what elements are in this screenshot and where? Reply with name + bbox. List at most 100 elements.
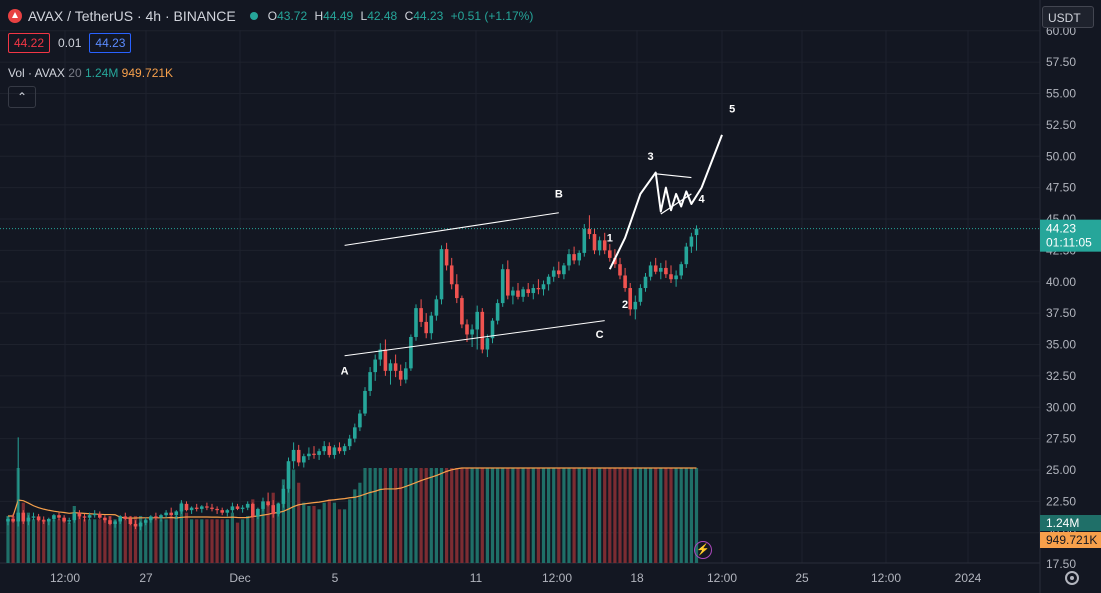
candle-body — [164, 512, 168, 516]
volume-bar — [317, 509, 321, 563]
volume-bar — [42, 519, 46, 563]
collapse-legend-button[interactable]: ⌃ — [8, 86, 36, 108]
candle-body — [358, 413, 362, 428]
volume-bar — [496, 468, 500, 563]
channel-upper-line — [344, 212, 559, 246]
time-tick-label: 12:00 — [707, 571, 737, 585]
currency-select[interactable]: USDT — [1042, 6, 1094, 28]
candle-body — [200, 506, 204, 509]
settings-gear-icon[interactable] — [1065, 571, 1079, 585]
volume-bar — [516, 468, 520, 563]
trade-buttons: 44.22 0.01 44.23 — [8, 33, 132, 53]
volume-bar — [103, 519, 107, 563]
volume-bar — [297, 482, 301, 563]
volume-bar — [587, 468, 591, 563]
volume-bar — [57, 519, 61, 563]
volume-ma-line — [8, 467, 697, 519]
wave-label: 5 — [729, 103, 735, 115]
volume-bar — [312, 506, 316, 563]
buy-button[interactable]: 44.23 — [89, 33, 132, 53]
candle-body — [143, 520, 148, 523]
candle-body — [225, 510, 230, 513]
volume-bar — [669, 468, 673, 563]
volume-bar — [113, 519, 117, 563]
candle-body — [363, 390, 367, 414]
volume-bar — [394, 468, 398, 563]
volume-bar — [429, 468, 433, 563]
wave-label: C — [596, 329, 604, 341]
candle-body — [653, 265, 658, 272]
candle-body — [398, 370, 403, 380]
candle-body — [337, 447, 342, 452]
candle-body — [92, 513, 97, 516]
candle-body — [194, 507, 199, 509]
candle-body — [592, 234, 597, 251]
volume-bar — [184, 512, 189, 563]
volume-bar — [225, 519, 229, 563]
volume-bar — [383, 468, 387, 563]
candle-body — [159, 515, 163, 518]
low-label: L — [360, 9, 368, 23]
candle-body — [128, 518, 133, 524]
candle-body — [602, 240, 607, 251]
volume-bar — [47, 519, 51, 563]
candle-body — [154, 516, 158, 518]
candle-body — [67, 520, 71, 522]
volume-value: 1.24M — [84, 66, 119, 80]
candle-body — [36, 516, 41, 521]
candle-body — [541, 284, 546, 290]
time-tick-label: 12:00 — [50, 571, 80, 585]
candle-body — [587, 229, 592, 235]
flash-icon[interactable]: ⚡ — [694, 541, 712, 559]
volume-bar — [343, 509, 347, 563]
candle-body — [633, 301, 638, 310]
candle-body — [475, 311, 479, 330]
last-price-value: 44.23 — [1046, 222, 1076, 236]
candle-body — [378, 349, 383, 360]
candle-body — [551, 270, 556, 277]
time-tick-label: 5 — [332, 571, 339, 585]
candle-body — [562, 265, 566, 275]
volume-bar — [531, 468, 535, 563]
volume-bar — [118, 515, 122, 563]
volume-bar — [562, 468, 566, 563]
volume-bar — [679, 468, 683, 563]
candle-body — [245, 503, 250, 508]
candle-body — [455, 284, 459, 299]
price-change: +0.51 (+1.17%) — [450, 9, 534, 23]
volume-bar — [378, 468, 382, 563]
volume-bar — [480, 468, 484, 563]
candle-body — [439, 249, 444, 300]
volume-bar — [643, 468, 648, 563]
candle-body — [179, 503, 184, 512]
candle-body — [317, 451, 321, 455]
candle-body — [189, 507, 194, 511]
candle-body — [342, 446, 347, 452]
sell-button[interactable]: 44.22 — [8, 33, 51, 53]
volume-bar — [633, 468, 637, 563]
volume-bar — [674, 468, 678, 563]
candle-body — [169, 512, 173, 516]
symbol-title[interactable]: AVAX / TetherUS · 4h · BINANCE — [28, 8, 236, 24]
volume-bar — [332, 502, 336, 563]
volume-bar — [139, 515, 143, 563]
candle-body — [567, 254, 571, 266]
candle-body — [347, 438, 352, 447]
candle-body — [689, 236, 694, 247]
candle-body — [57, 515, 61, 518]
candle-body — [572, 254, 576, 261]
candle-body — [220, 510, 224, 513]
candle-body — [52, 515, 56, 519]
volume-bar — [659, 468, 663, 563]
candle-body — [184, 503, 189, 511]
market-status-icon[interactable] — [249, 12, 258, 20]
volume-bar — [322, 502, 326, 563]
candle-body — [495, 303, 500, 321]
volume-ma-tag-value: 949.721K — [1046, 533, 1097, 547]
candle-body — [659, 267, 663, 272]
volume-legend[interactable]: Vol · AVAX 20 1.24M 949.721K — [8, 66, 173, 80]
close-value: 44.23 — [413, 9, 444, 23]
volume-bar — [174, 515, 178, 563]
